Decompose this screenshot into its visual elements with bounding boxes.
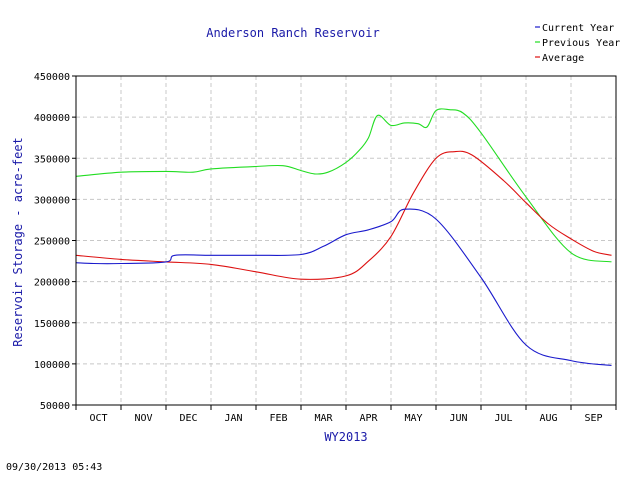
- y-tick-label: 150000: [34, 319, 70, 330]
- series-line-previous: [75, 108, 612, 263]
- legend-label-current: Current Year: [542, 23, 614, 34]
- y-tick-label: 450000: [34, 72, 70, 83]
- x-tick-label: APR: [359, 413, 378, 424]
- x-tick-label: JUN: [449, 413, 467, 424]
- x-tick-label: MAY: [404, 413, 422, 424]
- legend-label-average: Average: [542, 53, 584, 64]
- x-tick-label: JAN: [224, 413, 242, 424]
- x-tick-label: JUL: [494, 413, 512, 424]
- y-tick-label: 100000: [34, 360, 70, 371]
- y-tick-label: 350000: [34, 154, 70, 165]
- x-tick-label: FEB: [269, 413, 287, 424]
- x-tick-label: MAR: [314, 413, 333, 424]
- timestamp: 09/30/2013 05:43: [6, 462, 103, 473]
- x-tick-label: DEC: [179, 413, 197, 424]
- legend-label-previous: Previous Year: [542, 38, 620, 49]
- x-tick-label: NOV: [134, 413, 152, 424]
- x-tick-labels: OCT NOV DEC JAN FEB MAR APR MAY JUN JUL AUG SEP: [75, 405, 617, 424]
- x-tick-label: AUG: [539, 413, 557, 424]
- series-line-current: [75, 208, 612, 367]
- y-tick-label: 200000: [34, 278, 70, 289]
- chart-title: Anderson Ranch Reservoir: [206, 26, 379, 40]
- series-lines: [75, 108, 612, 367]
- y-axis-label: Reservoir Storage - acre-feet: [11, 137, 25, 347]
- series-line-average: [75, 150, 612, 280]
- y-tick-label: 400000: [34, 113, 70, 124]
- y-tick-label: 250000: [34, 237, 70, 248]
- x-tick-label: OCT: [89, 413, 107, 424]
- legend: Current Year Previous Year Average: [535, 23, 620, 64]
- y-tick-labels: 450000 400000 350000 300000 250000 200000 1500…: [34, 72, 76, 412]
- y-tick-label: 50000: [40, 401, 70, 412]
- x-tick-label: SEP: [584, 413, 602, 424]
- grid-lines: [76, 75, 616, 406]
- y-tick-label: 300000: [34, 195, 70, 206]
- x-axis-label: WY2013: [324, 430, 367, 444]
